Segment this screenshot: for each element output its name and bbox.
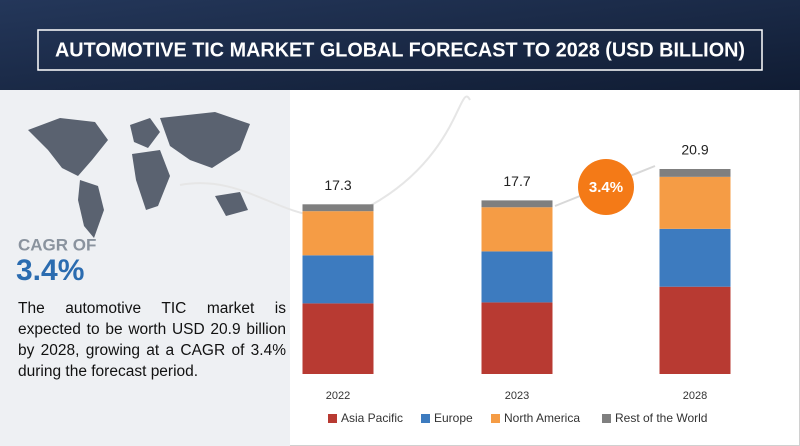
total-label: 17.3 xyxy=(324,177,351,193)
title-box xyxy=(37,29,763,71)
legend-label: North America xyxy=(504,411,580,425)
x-tick-label: 2022 xyxy=(326,390,350,402)
total-label: 17.7 xyxy=(503,173,530,189)
bar-segment xyxy=(481,200,553,208)
bar-segment xyxy=(481,302,553,374)
header xyxy=(0,0,800,90)
cagr-badge xyxy=(578,159,634,215)
bar-segment xyxy=(481,207,553,252)
total-label: 20.9 xyxy=(681,142,708,158)
legend-swatch xyxy=(491,414,500,423)
legend-swatch xyxy=(421,414,430,423)
bar-segment xyxy=(659,286,731,374)
bar-segment xyxy=(659,228,731,287)
legend-label: Asia Pacific xyxy=(341,411,403,425)
bar-segment xyxy=(659,169,731,177)
cagr-value: 3.4% xyxy=(16,254,84,287)
x-tick-label: 2023 xyxy=(505,390,529,402)
bar-segment xyxy=(302,255,374,304)
bar-segment xyxy=(659,176,731,229)
legend-swatch xyxy=(602,414,611,423)
chart-title: AUTOMOTIVE TIC MARKET GLOBAL FORECAST TO… xyxy=(55,39,745,61)
x-tick-label: 2028 xyxy=(683,390,707,402)
bar-segment xyxy=(302,303,374,374)
description: The automotive TIC market is expected to… xyxy=(18,300,286,380)
legend-label: Rest of the World xyxy=(615,411,707,425)
cagr-badge-label: 3.4% xyxy=(589,179,623,196)
bar-segment xyxy=(302,204,374,212)
bar-segment xyxy=(302,211,374,256)
legend-label: Europe xyxy=(434,411,473,425)
world-map xyxy=(28,112,250,238)
bar-segment xyxy=(481,251,553,303)
legend-swatch xyxy=(328,414,337,423)
cagr-label: CAGR OF xyxy=(18,235,96,254)
decor-curve xyxy=(179,95,471,218)
